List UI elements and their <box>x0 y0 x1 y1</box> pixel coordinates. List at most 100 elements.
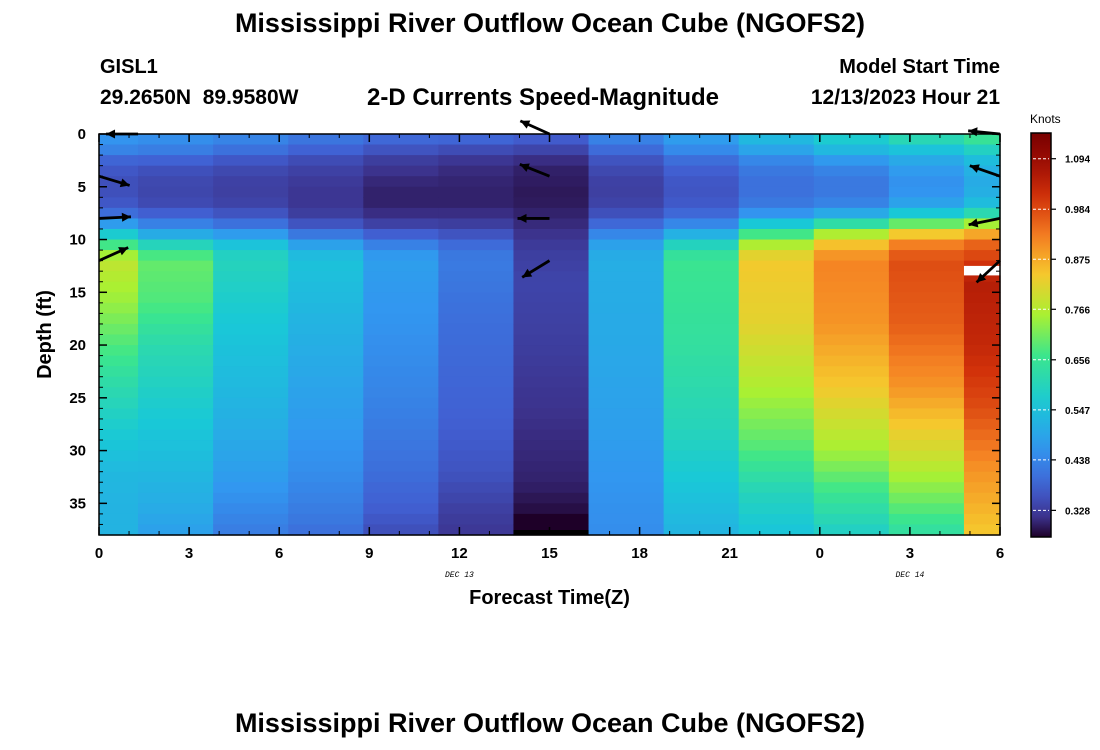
heatmap-cell <box>513 228 590 241</box>
heatmap-cell <box>213 492 289 504</box>
heatmap-cell <box>363 239 439 251</box>
heatmap-cell <box>99 482 139 494</box>
heatmap-cell <box>99 471 139 483</box>
bottom-bar <box>513 530 589 535</box>
current-vector-arrow <box>975 259 1001 284</box>
heatmap-cell <box>99 323 139 336</box>
heatmap-cell <box>888 471 965 483</box>
heatmap-cell <box>363 397 439 409</box>
heatmap-cell <box>438 197 515 209</box>
heatmap-cell <box>738 408 815 420</box>
heatmap-cell <box>288 376 364 388</box>
heatmap-cell <box>813 450 890 462</box>
heatmap-cell <box>99 524 139 536</box>
heatmap-cell <box>438 408 515 420</box>
heatmap-cell <box>813 345 890 357</box>
heatmap-cell <box>438 492 515 504</box>
footer-title: Mississippi River Outflow Ocean Cube (NG… <box>234 708 866 738</box>
heatmap-cell <box>588 250 665 262</box>
heatmap-cell <box>138 345 214 357</box>
heatmap-cell <box>99 292 139 304</box>
heatmap-cell <box>888 207 965 220</box>
y-axis-label: Depth (ft) <box>34 290 56 379</box>
heatmap-cell <box>288 134 364 146</box>
heatmap-cell <box>513 260 590 272</box>
heatmap-cell <box>438 429 515 441</box>
heatmap-cell <box>663 260 740 272</box>
heatmap-cell <box>963 492 1001 504</box>
colorbar: 0.328 0.438 0.547 0.656 0.766 0.875 0.984 1.094 <box>1030 132 1090 538</box>
heatmap-cell <box>888 408 965 420</box>
heatmap-cell <box>288 492 364 504</box>
x-tick-label: 15 <box>541 545 558 562</box>
heatmap-cell <box>963 302 1001 314</box>
heatmap-cell <box>513 334 590 346</box>
heatmap-cell <box>588 292 665 304</box>
heatmap-cell <box>588 134 665 146</box>
heatmap-cell <box>663 155 740 167</box>
heatmap-cell <box>588 461 665 473</box>
heatmap-cell <box>138 450 214 462</box>
heatmap-cell <box>738 482 815 494</box>
heatmap-cell <box>888 144 965 156</box>
heatmap-cell <box>99 461 139 473</box>
heatmap-cell <box>513 250 590 262</box>
current-vector-arrow <box>519 119 551 136</box>
heatmap-cell <box>813 418 890 431</box>
heatmap-cell <box>963 397 1001 409</box>
heatmap-cell <box>99 513 139 526</box>
heatmap-cell <box>738 397 815 409</box>
heatmap-cell <box>513 207 590 220</box>
heatmap-cell <box>963 429 1001 441</box>
heatmap-cell <box>738 271 815 283</box>
heatmap-cell <box>813 165 890 177</box>
heatmap-cell <box>363 281 439 293</box>
heatmap-cell <box>963 376 1001 388</box>
heatmap-cell <box>438 503 515 515</box>
heatmap-cell <box>663 186 740 198</box>
heatmap-cell <box>588 239 665 251</box>
heatmap-cell <box>513 186 590 198</box>
heatmap-cell <box>138 334 214 346</box>
heatmap-cell <box>888 503 965 515</box>
heatmap-cell <box>663 482 740 494</box>
heatmap-cell <box>588 313 665 325</box>
heatmap-cell <box>138 165 214 177</box>
heatmap-cell <box>663 397 740 409</box>
heatmap-cell <box>663 471 740 483</box>
heatmap-cell <box>888 176 965 188</box>
heatmap-cell <box>138 155 214 167</box>
y-tick-label: 35 <box>69 495 86 512</box>
heatmap-cell <box>663 408 740 420</box>
heatmap-cell <box>288 440 364 452</box>
heatmap-cell <box>138 461 214 473</box>
heatmap-cell <box>588 228 665 241</box>
heatmap-cell <box>213 503 289 515</box>
heatmap-cell <box>663 524 740 536</box>
heatmap-cell <box>963 197 1001 209</box>
heatmap-cell <box>288 513 364 526</box>
heatmap-cell <box>888 281 965 293</box>
heatmap-cell <box>99 313 139 325</box>
heatmap-cell <box>213 260 289 272</box>
colorbar-tick-label: 0.328 <box>1065 506 1090 517</box>
heatmap-cell <box>213 155 289 167</box>
heatmap-cell <box>588 323 665 336</box>
heatmap-cell <box>738 492 815 504</box>
heatmap-cell <box>888 323 965 336</box>
heatmap-cell <box>963 323 1001 336</box>
colorbar-gradient <box>1030 132 1052 538</box>
x-tick-label: 12 <box>451 545 468 562</box>
heatmap-cell <box>288 186 364 198</box>
arrow-head <box>121 212 131 222</box>
heatmap-cell <box>363 176 439 188</box>
heatmap-cell <box>213 323 289 336</box>
heatmap-cell <box>963 461 1001 473</box>
heatmap-cell <box>363 492 439 504</box>
y-tick-label: 5 <box>78 179 86 196</box>
heatmap-cell <box>738 345 815 357</box>
heatmap-cell <box>138 239 214 251</box>
heatmap-cell <box>99 228 139 241</box>
heatmap-cell <box>888 292 965 304</box>
heatmap-cell <box>888 492 965 504</box>
